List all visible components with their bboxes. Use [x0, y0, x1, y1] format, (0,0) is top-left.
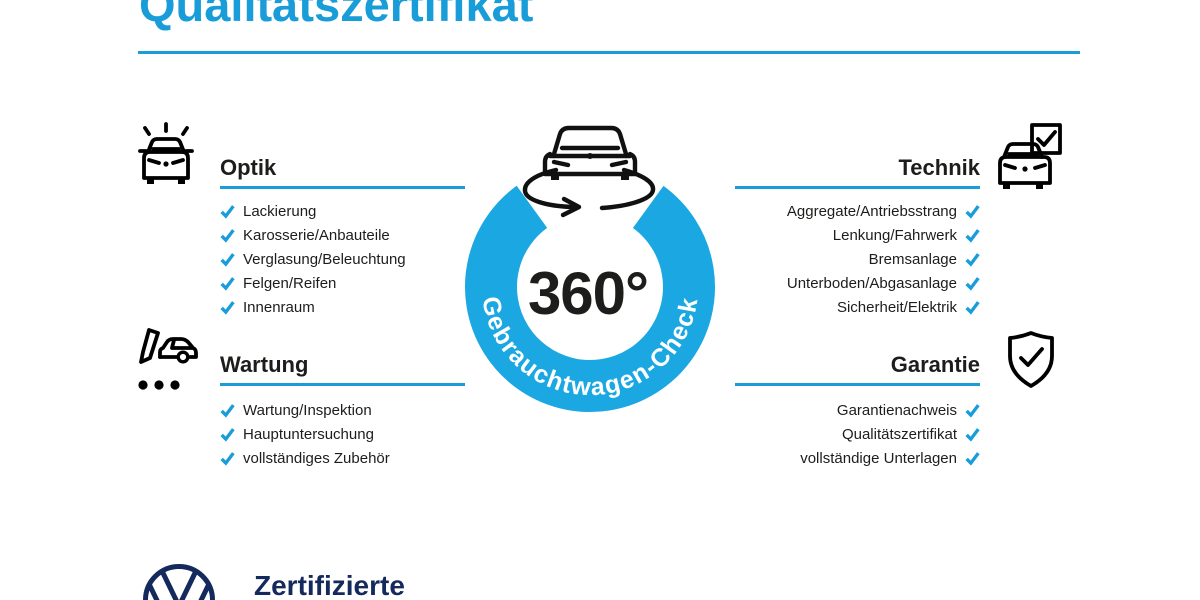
check-icon: [965, 452, 980, 466]
footer-brand-text: Zertifizierte: [254, 570, 405, 600]
checklist-item: Bremsanlage: [869, 250, 980, 274]
volkswagen-logo: [143, 564, 215, 600]
checklist-item: Hauptuntersuchung: [220, 425, 390, 449]
checklist-item: Lackierung: [220, 202, 406, 226]
page-title: Qualitätszertifikat: [139, 0, 534, 31]
section-heading-technik: Technik: [898, 155, 980, 180]
item-label: Innenraum: [243, 299, 315, 316]
checklist-item: Wartung/Inspektion: [220, 401, 390, 425]
checklist-optik: Lackierung Karosserie/Anbauteile Verglas…: [220, 202, 406, 322]
badge-degrees: 360°: [528, 260, 648, 327]
item-label: Aggregate/Antriebsstrang: [786, 203, 957, 220]
section-underline: [220, 383, 465, 386]
item-label: Felgen/Reifen: [243, 275, 337, 292]
check-icon: [220, 301, 235, 315]
checklist-item: Unterboden/Abgasanlage: [787, 274, 980, 298]
badge-ring: [465, 162, 715, 412]
check-icon: [965, 404, 980, 418]
item-label: Bremsanlage: [868, 251, 957, 268]
check-icon: [220, 404, 235, 418]
checklist-item: Qualitätszertifikat: [842, 425, 980, 449]
check-icon: [965, 229, 980, 243]
check-icon: [965, 253, 980, 267]
checklist-garantie: Garantienachweis Qualitätszertifikat vol…: [800, 401, 980, 473]
check-icon: [965, 428, 980, 442]
section-underline: [735, 383, 980, 386]
checklist-item: Lenkung/Fahrwerk: [833, 226, 980, 250]
checklist-item: Sicherheit/Elektrik: [837, 298, 980, 322]
item-label: Qualitätszertifikat: [841, 426, 957, 443]
check-icon: [220, 205, 235, 219]
checklist-item: Innenraum: [220, 298, 406, 322]
item-label: Lackierung: [243, 203, 317, 220]
title-divider: [138, 51, 1080, 54]
section-heading-optik: Optik: [220, 155, 277, 180]
item-label: Verglasung/Beleuchtung: [243, 251, 406, 268]
checklist-item: Karosserie/Anbauteile: [220, 226, 406, 250]
check-icon: [220, 229, 235, 243]
item-label: Unterboden/Abgasanlage: [786, 275, 957, 292]
check-icon: [965, 301, 980, 315]
check-icon: [220, 428, 235, 442]
shiny-car-icon: [138, 122, 194, 184]
item-label: Hauptuntersuchung: [243, 426, 374, 443]
item-label: Karosserie/Anbauteile: [243, 227, 390, 244]
item-label: Garantienachweis: [836, 402, 957, 419]
shield-check-icon: [1008, 331, 1054, 388]
item-label: vollständige Unterlagen: [800, 450, 957, 467]
checklist-item: Garantienachweis: [837, 401, 980, 425]
item-label: Lenkung/Fahrwerk: [832, 227, 957, 244]
check-icon: [220, 452, 235, 466]
section-underline: [220, 186, 465, 189]
checklist-technik: Aggregate/Antriebsstrang Lenkung/Fahrwer…: [787, 202, 980, 322]
check-icon: [965, 205, 980, 219]
checklist-item: Aggregate/Antriebsstrang: [787, 202, 980, 226]
rotating-car-icon: [522, 125, 656, 218]
badge-360-check: Gebrauchtwagen-Check 360°: [465, 125, 715, 412]
checklist-item: vollständige Unterlagen: [800, 449, 980, 473]
item-label: vollständiges Zubehör: [243, 450, 390, 467]
check-icon: [220, 253, 235, 267]
item-label: Sicherheit/Elektrik: [836, 299, 957, 316]
item-label: Wartung/Inspektion: [243, 402, 372, 419]
car-checkbox-icon: [998, 123, 1062, 189]
check-icon: [965, 277, 980, 291]
checklist-wartung: Wartung/Inspektion Hauptuntersuchung vol…: [220, 401, 390, 473]
section-heading-garantie: Garantie: [890, 352, 980, 377]
checklist-item: vollständiges Zubehör: [220, 449, 390, 473]
checklist-item: Felgen/Reifen: [220, 274, 406, 298]
section-heading-wartung: Wartung: [220, 352, 309, 377]
checklist-item: Verglasung/Beleuchtung: [220, 250, 406, 274]
check-icon: [220, 277, 235, 291]
section-underline: [735, 186, 980, 189]
pencil-car-checklist-icon: [138, 328, 198, 390]
